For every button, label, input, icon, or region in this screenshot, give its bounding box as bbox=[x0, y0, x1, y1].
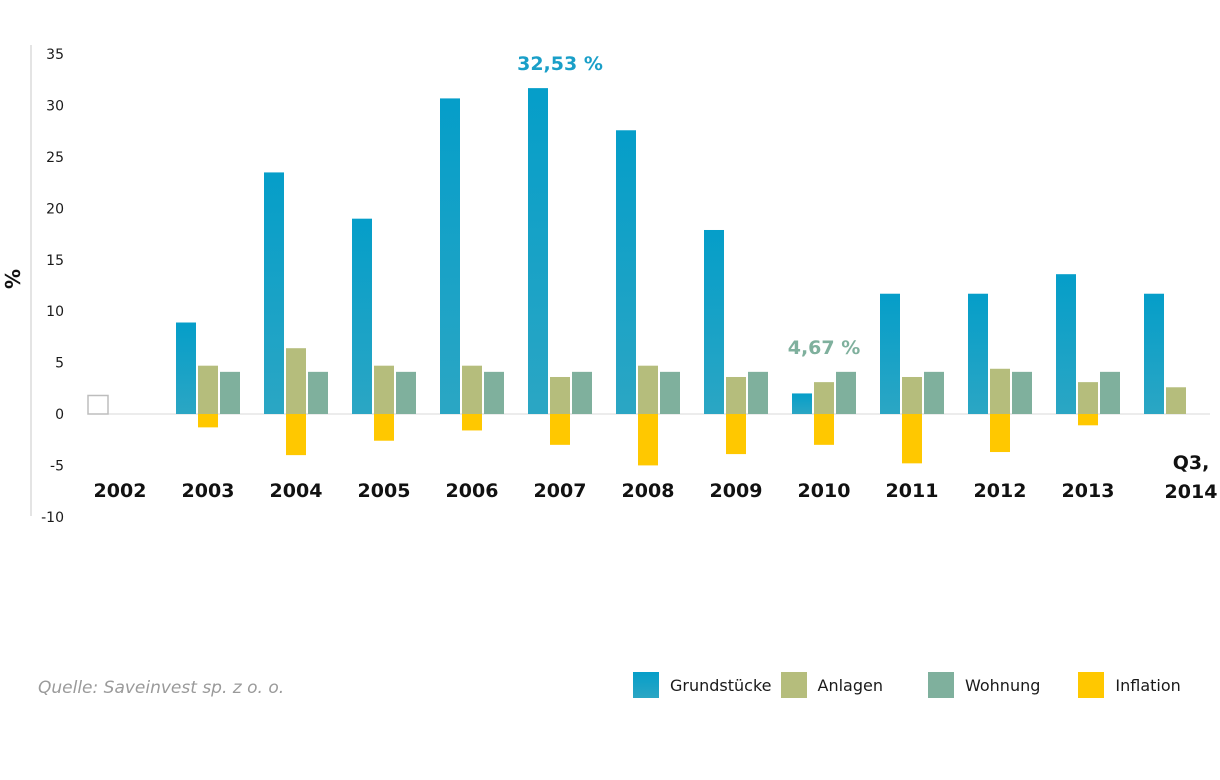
category-labels: 2002 2003 2004 2005 2006 2007 2008 2009 2010 2011… bbox=[94, 452, 1218, 503]
category-label: 2009 bbox=[710, 480, 763, 502]
category-label: 2007 bbox=[534, 480, 587, 502]
bar-wohnung-7 bbox=[748, 371, 768, 414]
bar-wohnung-9 bbox=[924, 371, 944, 414]
bar-grundstcke-0 bbox=[87, 394, 109, 415]
bar-anlagen-1 bbox=[198, 365, 218, 414]
bar-wohnung-5 bbox=[572, 371, 592, 414]
y-tick-label: 20 bbox=[46, 201, 64, 217]
category-label: 2014 bbox=[1165, 481, 1218, 503]
bar-wohnung-11 bbox=[1100, 371, 1120, 414]
y-tick-label: -5 bbox=[50, 458, 64, 474]
category-label: 2006 bbox=[446, 480, 499, 502]
bar-wohnung-4 bbox=[484, 371, 504, 414]
bar-grundstcke-1 bbox=[176, 322, 196, 414]
category-label: 2010 bbox=[798, 480, 851, 502]
category-label: 2013 bbox=[1062, 480, 1115, 502]
bar-anlagen-4 bbox=[462, 365, 482, 414]
bar-inflation-8 bbox=[814, 414, 834, 445]
y-tick-label: -10 bbox=[41, 510, 64, 526]
bar-anlagen-6 bbox=[638, 365, 658, 414]
y-tick-label: 35 bbox=[46, 47, 64, 63]
bar-anlagen-9 bbox=[902, 376, 922, 414]
bar-grundstcke-9 bbox=[880, 293, 900, 414]
bar-grundstcke-6 bbox=[616, 130, 636, 414]
bar-wohnung-10 bbox=[1012, 371, 1032, 414]
category-label: 2002 bbox=[94, 480, 147, 502]
legend-swatch-inflation bbox=[1078, 672, 1105, 698]
bar-inflation-11 bbox=[1078, 414, 1098, 426]
bar-anlagen-3 bbox=[374, 365, 394, 414]
category-label: 2005 bbox=[358, 480, 411, 502]
bar-grundstcke-10 bbox=[968, 293, 988, 414]
annotations: 32,53 % 4,67 % bbox=[517, 53, 860, 359]
bar-grundstcke-4 bbox=[440, 98, 460, 415]
bar-grundstcke-11 bbox=[1056, 274, 1076, 414]
y-tick-label: 25 bbox=[46, 150, 64, 166]
legend-swatch-grundstuecke bbox=[633, 672, 659, 698]
y-tick-label: 15 bbox=[46, 253, 64, 269]
bar-wohnung-2 bbox=[308, 371, 328, 414]
bar-wohnung-6 bbox=[660, 371, 680, 414]
bar-grundstcke-8 bbox=[792, 393, 812, 414]
legend-label: Inflation bbox=[1115, 675, 1181, 695]
legend-item-inflation: Inflation bbox=[1078, 672, 1181, 698]
legend-label: Grundstücke bbox=[670, 675, 772, 695]
bar-inflation-5 bbox=[550, 414, 570, 445]
annotation-label: 32,53 % bbox=[517, 53, 603, 75]
bar-anlagen-5 bbox=[550, 376, 570, 414]
bar-inflation-6 bbox=[638, 414, 658, 466]
bar-wohnung-8 bbox=[836, 371, 856, 414]
category-label: 2008 bbox=[622, 480, 675, 502]
bar-anlagen-7 bbox=[726, 376, 746, 414]
bar-wohnung-3 bbox=[396, 371, 416, 414]
bar-anlagen-8 bbox=[814, 382, 834, 414]
y-tick-label: 30 bbox=[46, 99, 64, 115]
legend-swatch-wohnung bbox=[927, 672, 954, 698]
bar-anlagen-12 bbox=[1166, 387, 1186, 414]
bar-inflation-1 bbox=[198, 414, 218, 428]
category-label: 2004 bbox=[270, 480, 323, 502]
bar-grundstcke-7 bbox=[704, 229, 724, 414]
category-label: Q3, bbox=[1173, 452, 1210, 474]
bar-grundstcke-12 bbox=[1144, 293, 1164, 414]
source-note: Quelle: Saveinvest sp. z o. o. bbox=[38, 678, 285, 698]
bar-inflation-7 bbox=[726, 414, 746, 455]
bar-inflation-10 bbox=[990, 414, 1010, 453]
legend-label: Wohnung bbox=[964, 675, 1041, 695]
bar-inflation-2 bbox=[286, 414, 306, 456]
category-label: 2012 bbox=[974, 480, 1027, 502]
y-tick-label: 5 bbox=[55, 356, 64, 372]
bar-anlagen-10 bbox=[990, 368, 1010, 414]
legend: Grundstücke Anlagen Wohnung Inflation bbox=[633, 672, 1181, 698]
legend-swatch-anlagen bbox=[780, 672, 807, 698]
annotation-label: 4,67 % bbox=[788, 337, 861, 359]
category-label: 2011 bbox=[886, 480, 939, 502]
bars bbox=[87, 88, 1186, 466]
bar-inflation-3 bbox=[374, 414, 394, 441]
bar-grundstcke-2 bbox=[264, 172, 284, 414]
legend-item-anlagen: Anlagen bbox=[780, 672, 883, 698]
bar-anlagen-2 bbox=[286, 348, 306, 414]
bar-inflation-9 bbox=[902, 414, 922, 464]
bar-anlagen-11 bbox=[1078, 382, 1098, 414]
bar-wohnung-1 bbox=[220, 371, 240, 414]
y-ticks: -10 -5 0 5 10 15 20 25 30 35 bbox=[41, 47, 64, 526]
bar-grundstcke-5 bbox=[528, 88, 548, 415]
legend-item-grundstuecke: Grundstücke bbox=[633, 672, 772, 698]
bar-inflation-4 bbox=[462, 414, 482, 431]
category-label: 2003 bbox=[182, 480, 235, 502]
bar-grundstcke-3 bbox=[352, 218, 372, 414]
legend-label: Anlagen bbox=[817, 675, 883, 695]
y-axis-label: % bbox=[1, 269, 25, 289]
legend-item-wohnung: Wohnung bbox=[927, 672, 1041, 698]
y-tick-label: 10 bbox=[46, 304, 64, 320]
y-tick-label: 0 bbox=[55, 407, 64, 423]
